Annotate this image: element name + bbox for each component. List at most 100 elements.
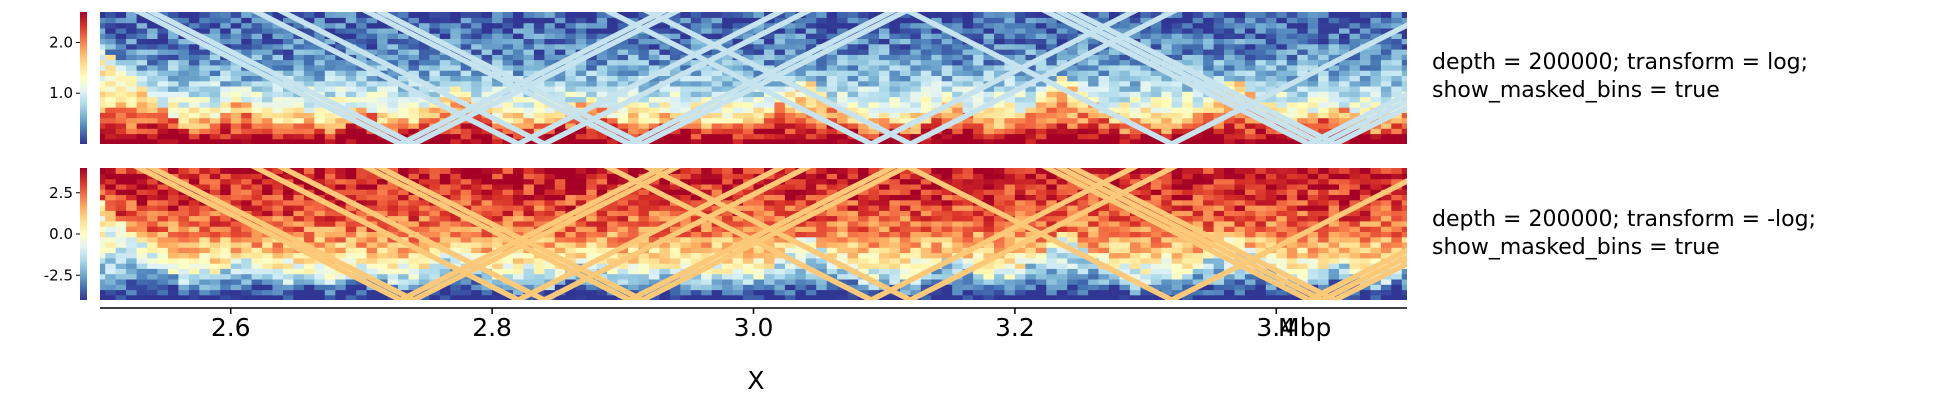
heatmap-cell [1401,43,1407,50]
heatmap-cell [136,80,148,87]
heatmap-cell [418,75,430,82]
heatmap-cell [1150,12,1162,18]
heatmap-cell [805,133,817,140]
heatmap-cell [1014,284,1026,291]
heatmap-cell [1318,101,1330,108]
heatmap-cell [962,70,974,76]
heatmap-cell [1339,70,1351,76]
heatmap-cell [1580,128,1591,134]
heatmap-cell [262,54,274,61]
heatmap-cell [1465,128,1476,134]
heatmap-cell [1014,12,1026,18]
heatmap-cell [1098,138,1110,144]
heatmap-cell [126,122,138,129]
heatmap-cell [1119,59,1131,66]
heatmap-cell [533,107,545,113]
heatmap-cell [994,107,1006,113]
heatmap-cell [1349,138,1361,144]
heatmap-cell [502,27,514,34]
heatmap-cell [1548,12,1559,18]
heatmap-cell [837,85,849,92]
heatmap-cell [1401,128,1407,135]
heatmap-cell [565,38,577,45]
heatmap-cell [1621,44,1632,50]
heatmap-cell [1004,117,1016,124]
heatmap-cell [450,38,462,45]
heatmap-cell [1224,80,1236,87]
heatmap-cell [596,75,608,82]
heatmap-cell [481,38,493,45]
heatmap-cell [1349,85,1361,92]
heatmap-cell [701,284,713,291]
heatmap-cell [1653,33,1664,39]
heatmap-cell [429,27,441,34]
heatmap-cell [168,289,180,296]
heatmap-cell [220,122,232,129]
heatmap-cell [1088,54,1100,61]
heatmap-cell [1129,91,1141,98]
heatmap-cell [994,128,1006,135]
heatmap-cell [147,22,159,29]
heatmap-cell [554,22,566,29]
heatmap-cell [1475,139,1486,145]
heatmap-cell [136,289,148,296]
heatmap-cell [251,138,263,144]
heatmap-cell [983,107,995,113]
heatmap-cell [429,117,441,124]
heatmap-cell [596,33,608,39]
heatmap-cell [1161,22,1173,29]
heatmap-cell [1046,91,1058,98]
heatmap-cell [1025,284,1037,291]
heatmap-cell [241,85,253,92]
heatmap-cell [1025,85,1037,92]
heatmap-cell [1192,122,1204,129]
heatmap-cell [303,294,315,300]
heatmap-cell [314,64,326,71]
heatmap-cell [1349,59,1361,66]
heatmap-cell [1412,133,1423,139]
heatmap-cell [188,91,200,98]
heatmap-cell [837,122,849,129]
heatmap-cell [115,12,127,18]
heatmap-cell [1213,122,1225,129]
heatmap-cell [1423,33,1434,39]
heatmap-cell [805,75,817,82]
heatmap-cell [1150,85,1162,92]
heatmap-cell [1307,112,1319,119]
heatmap-cell [1056,294,1068,300]
heatmap-cell [554,17,566,24]
heatmap-cell [366,96,378,103]
heatmap-cell [711,112,723,119]
heatmap-cell [994,122,1006,129]
heatmap-cell [1224,70,1236,76]
heatmap-cell [1203,49,1215,55]
heatmap-cell [565,43,577,50]
heatmap-cell [345,138,357,144]
heatmap-cell [1046,112,1058,119]
heatmap-cell [63,60,74,66]
heatmap-cell [1014,117,1026,124]
heatmap-cell [889,122,901,129]
heatmap-cell [251,80,263,87]
heatmap-cell [1328,38,1340,45]
heatmap-cell [0,128,1,134]
heatmap-cell [1276,59,1288,66]
heatmap-cell [209,54,221,61]
heatmap-cell [1506,128,1517,134]
heatmap-cell [910,70,922,76]
heatmap-cell [931,38,943,45]
heatmap-cell [847,54,859,61]
heatmap-cell [408,17,420,24]
heatmap-cell [784,85,796,92]
heatmap-cell [147,96,159,103]
heatmap-cell [418,107,430,113]
heatmap-cell [1412,65,1423,71]
heatmap-cell [314,128,326,135]
heatmap-cell [648,38,660,45]
heatmap-cell [837,54,849,61]
heatmap-cell [607,22,619,29]
heatmap-cell [283,128,295,135]
heatmap-cell [1600,123,1611,129]
heatmap-cell [418,117,430,124]
heatmap-cell [105,133,117,140]
